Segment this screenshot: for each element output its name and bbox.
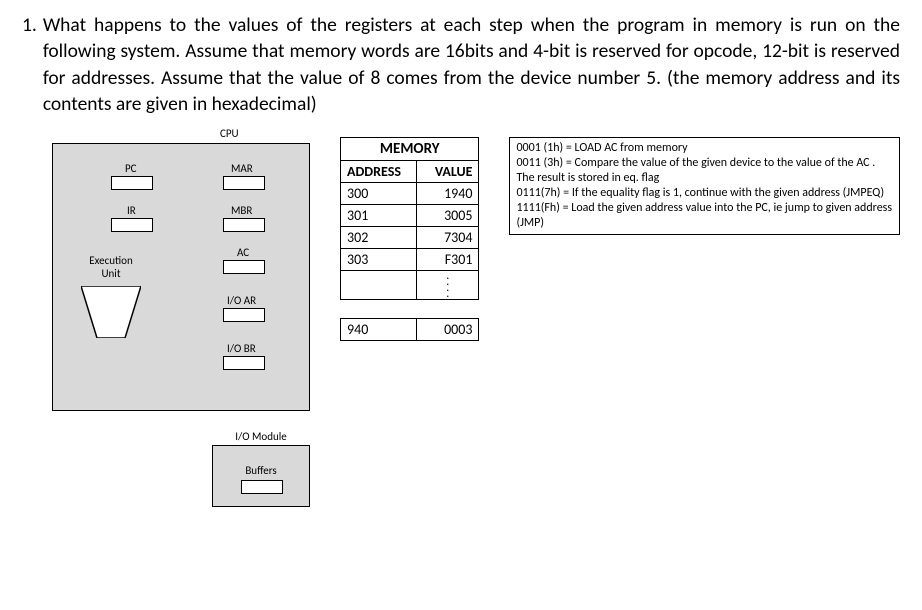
legend-line: 0001 (1h) = LOAD AC from memory xyxy=(516,141,893,156)
col-address: ADDRESS xyxy=(341,161,417,183)
buffers-label: Buffers xyxy=(213,464,309,477)
ac-label: AC xyxy=(237,246,249,259)
memory-table-bottom: 9400003 xyxy=(340,318,479,341)
table-row: 303F301 xyxy=(341,249,479,271)
io-module-box: I/O Module Buffers xyxy=(212,445,310,507)
legend-line: 1111(Fh) = Load the given address value … xyxy=(516,201,893,231)
execution-unit-label: Execution Unit xyxy=(81,254,141,280)
table-row: 3027304 xyxy=(341,227,479,249)
memory-header-row: ADDRESS VALUE xyxy=(341,161,479,183)
memory-table-top: ADDRESS VALUE 3001940 3013005 3027304 30… xyxy=(340,160,479,300)
mar-register xyxy=(223,176,265,190)
table-row: 3013005 xyxy=(341,205,479,227)
cpu-label: CPU xyxy=(220,127,239,140)
table-row: 9400003 xyxy=(341,319,479,341)
ioar-label: I/O AR xyxy=(227,294,256,307)
ellipsis-row: .... xyxy=(341,271,479,300)
iobr-register xyxy=(223,356,265,370)
pc-register xyxy=(111,176,153,190)
question-text: What happens to the values of the regist… xyxy=(43,12,900,117)
question-block: 1. What happens to the values of the reg… xyxy=(22,12,900,117)
mbr-label: MBR xyxy=(231,204,252,217)
table-row: 3001940 xyxy=(341,183,479,205)
mar-label: MAR xyxy=(231,162,253,175)
memory-title: MEMORY xyxy=(340,137,479,160)
pc-label: PC xyxy=(125,162,137,175)
legend-line: 0011 (3h) = Compare the value of the giv… xyxy=(516,156,893,186)
ioar-register xyxy=(223,308,265,322)
io-module-label: I/O Module xyxy=(213,430,309,443)
opcode-legend: 0001 (1h) = LOAD AC from memory 0011 (3h… xyxy=(509,137,900,235)
ir-label: IR xyxy=(127,204,136,217)
col-value: VALUE xyxy=(417,161,479,183)
cpu-box: PC MAR IR MBR AC Execution Unit xyxy=(52,143,310,411)
memory-block: MEMORY ADDRESS VALUE 3001940 3013005 302… xyxy=(340,137,479,341)
iobr-label: I/O BR xyxy=(227,342,256,355)
cpu-block: CPU PC MAR IR MBR AC Execution Unit xyxy=(52,131,310,507)
question-number: 1. xyxy=(22,12,37,38)
execution-unit-shape xyxy=(81,286,141,338)
legend-line: 0111(7h) = If the equality flag is 1, co… xyxy=(516,186,893,201)
ac-register xyxy=(223,260,265,274)
ir-register xyxy=(111,218,153,232)
buffers-register xyxy=(241,480,283,494)
mbr-register xyxy=(223,218,265,232)
